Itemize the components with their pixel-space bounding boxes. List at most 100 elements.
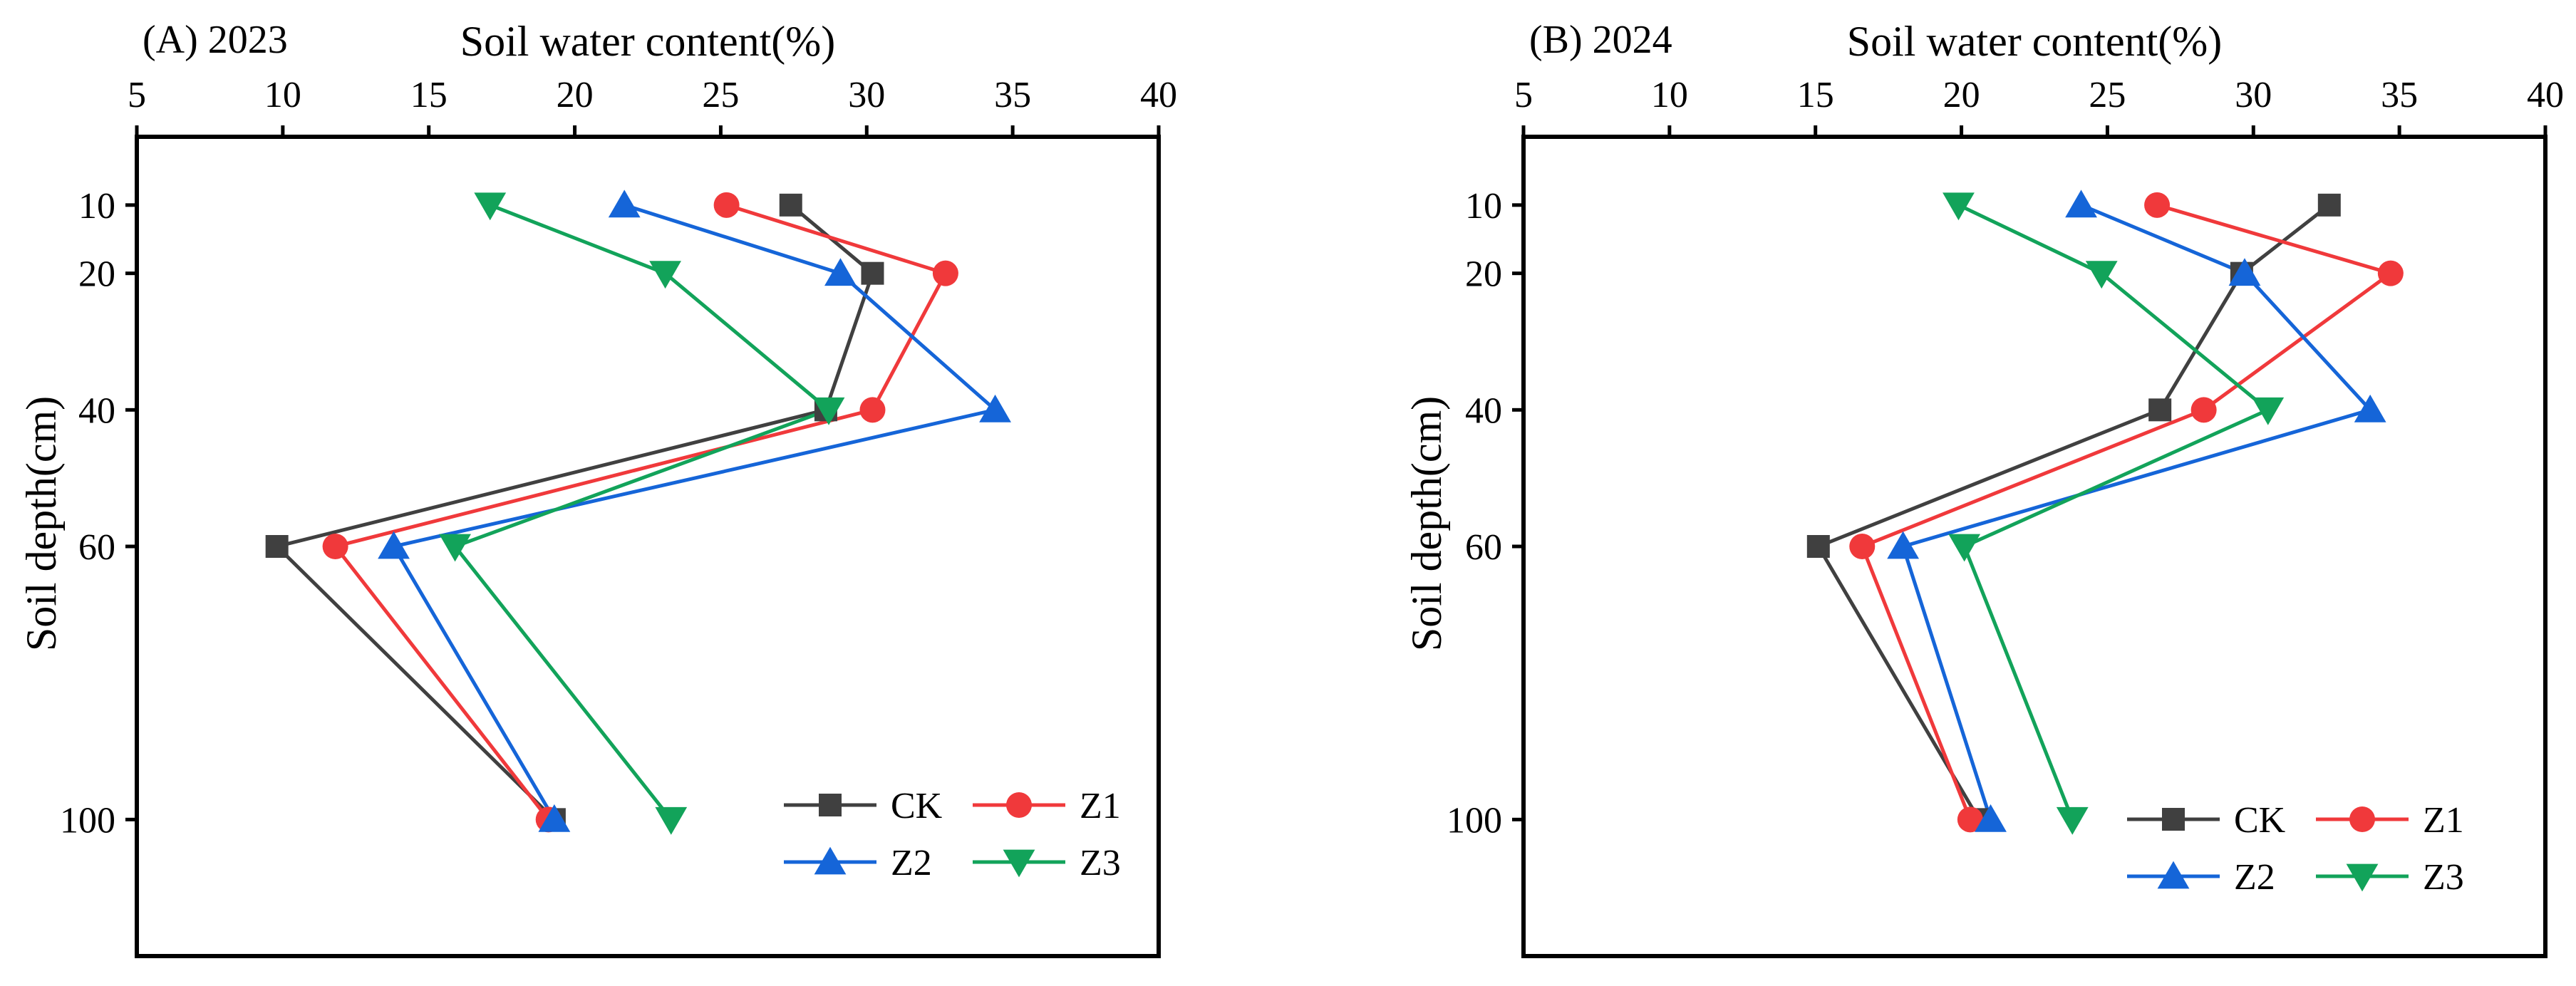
series-line-z2 [1900,203,2374,821]
x-tick-label: 20 [557,75,594,115]
x-axis-label: Soil water content(%) [1847,18,2223,65]
data-point-z1 [713,192,740,218]
data-point-z2 [2228,258,2261,286]
y-tick-label: 100 [1447,800,1502,841]
y-tick-label: 40 [1465,390,1502,431]
data-point-z3 [1943,192,1975,221]
panel-title: (B) 2024 [1529,18,1672,62]
y-tick-label: 10 [1465,186,1502,227]
plot-frame [1521,135,2547,958]
plot-frame [135,135,1161,958]
data-point-z2 [1975,804,2007,832]
data-point-z3 [655,806,688,835]
y-axis-label: Soil depth(cm) [1403,396,1450,651]
legend-label-z3: Z3 [2423,857,2464,898]
series-line-z3 [452,203,832,821]
series-line-ck [273,203,875,821]
series-lines [1816,203,2395,821]
x-tick-label: 15 [1797,75,1834,115]
legend-marker-ck [2162,808,2185,831]
series-lines [273,203,999,821]
data-point-z2 [538,804,571,832]
x-tick-label: 30 [848,75,885,115]
legend-label-ck: CK [2234,800,2286,841]
y-tick-label: 20 [1465,254,1502,295]
axis-ticks: 5 10 15 20 25 30 35 40 10 20 40 60 100 [1447,75,2564,841]
x-tick-label: 35 [2381,75,2418,115]
data-point-ck [1806,535,1830,558]
data-point-z3 [2085,261,2118,289]
data-point-ck [2317,193,2341,217]
axis-ticks: 5 10 15 20 25 30 35 40 10 20 40 60 100 [60,75,1177,841]
legend: CK Z1 Z2 Z3 [784,786,1121,883]
series-markers [265,190,1011,835]
data-point-z3 [2056,806,2089,835]
x-tick-label: 35 [994,75,1031,115]
legend-label-z2: Z2 [2234,857,2275,898]
data-point-z2 [979,394,1011,422]
data-point-z2 [2065,190,2097,218]
y-axis-label: Soil depth(cm) [18,396,65,651]
legend-marker-z2 [814,846,847,875]
y-tick-label: 10 [78,186,115,227]
legend-label-z1: Z1 [1080,786,1121,826]
x-axis-label: Soil water content(%) [460,18,836,65]
legend-marker-z2 [2157,861,2190,889]
data-point-ck [861,261,884,285]
legend-marker-ck [819,794,842,816]
x-tick-label: 5 [128,75,146,115]
legend-marker-z3 [2346,863,2379,892]
y-tick-label: 60 [1465,527,1502,568]
series-line-ck [1816,203,2331,821]
y-tick-label: 60 [78,527,115,568]
legend-label-z3: Z3 [1080,843,1121,883]
data-point-z1 [2190,397,2217,423]
x-tick-label: 25 [702,75,739,115]
x-tick-label: 10 [1651,75,1688,115]
data-point-z2 [378,531,410,559]
x-tick-label: 30 [2235,75,2272,115]
legend-label-ck: CK [891,786,943,826]
data-point-ck [2148,398,2172,422]
data-point-z3 [812,397,845,425]
data-point-z3 [2252,397,2285,425]
data-point-z2 [608,190,641,218]
data-point-z1 [1957,806,1983,833]
series-line-z1 [1860,203,2395,821]
data-point-ck [779,193,802,217]
data-point-z1 [932,260,958,286]
legend: CK Z1 Z2 Z3 [2127,800,2464,898]
data-point-z2 [1887,531,1920,559]
y-tick-label: 20 [78,254,115,295]
series-line-z3 [1957,203,2272,821]
panel-b: (B) 2024 Soil water content(%) Soil dept… [1403,18,2564,958]
x-tick-label: 5 [1514,75,1533,115]
data-point-z2 [824,258,857,286]
legend-label-z2: Z2 [891,843,932,883]
data-point-ck [265,535,289,558]
data-point-z1 [2377,260,2404,286]
data-point-z2 [2354,394,2386,422]
x-tick-label: 40 [2527,75,2564,115]
x-tick-label: 10 [264,75,301,115]
data-point-z1 [2144,192,2171,218]
y-tick-label: 40 [78,390,115,431]
series-line-z1 [332,203,948,821]
x-tick-label: 20 [1943,75,1980,115]
data-point-z1 [859,397,886,423]
x-tick-label: 40 [1140,75,1177,115]
y-tick-label: 100 [60,800,115,841]
x-tick-label: 25 [2089,75,2126,115]
data-point-z3 [474,192,507,221]
legend-marker-z3 [1003,849,1035,878]
data-point-z1 [322,534,348,559]
legend-marker-z1 [2349,806,2375,832]
x-tick-label: 15 [410,75,448,115]
data-point-z3 [649,261,681,289]
data-point-z3 [439,534,471,562]
panel-title: (A) 2023 [143,18,288,62]
series-markers [1806,190,2404,835]
panel-a: (A) 2023 Soil water content(%) Soil dept… [18,18,1177,958]
data-point-z1 [1849,534,1876,559]
